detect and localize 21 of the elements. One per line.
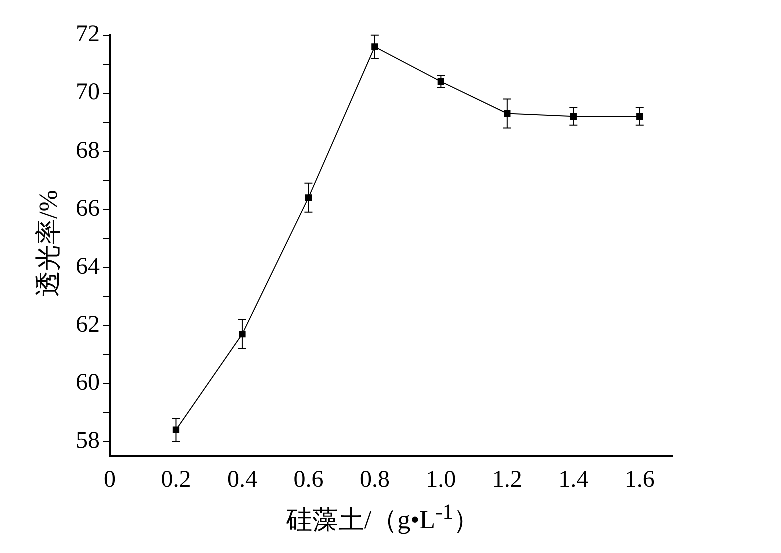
x-tick-label: 0.6 <box>294 466 324 493</box>
x-tick-label: 0.4 <box>227 466 258 493</box>
y-tick-label: 58 <box>76 428 100 454</box>
y-axis-title: 透光率/% <box>32 190 64 296</box>
x-tick-label: 1.6 <box>624 466 655 493</box>
y-tick-label: 62 <box>76 312 100 338</box>
y-tick-label: 72 <box>76 22 100 48</box>
y-tick-label: 66 <box>76 196 100 222</box>
x-tick-label: 1.0 <box>426 466 456 493</box>
y-tick-label: 64 <box>76 254 100 280</box>
point <box>239 330 246 338</box>
x-tick-label: 0.2 <box>161 466 192 493</box>
y-tick-label: 70 <box>76 80 100 106</box>
y-tick-label: 60 <box>76 370 100 396</box>
point <box>372 44 378 50</box>
x-tick-label: 0.8 <box>360 466 390 493</box>
y-tick-label: 68 <box>76 138 100 164</box>
x-tick-label: 1.2 <box>492 466 522 493</box>
x-axis-title: 硅藻土/（g•L$^{-1}$） <box>285 500 481 537</box>
x-tick-label: 1.4 <box>558 466 589 493</box>
x-tick-label: 0 <box>104 466 116 493</box>
